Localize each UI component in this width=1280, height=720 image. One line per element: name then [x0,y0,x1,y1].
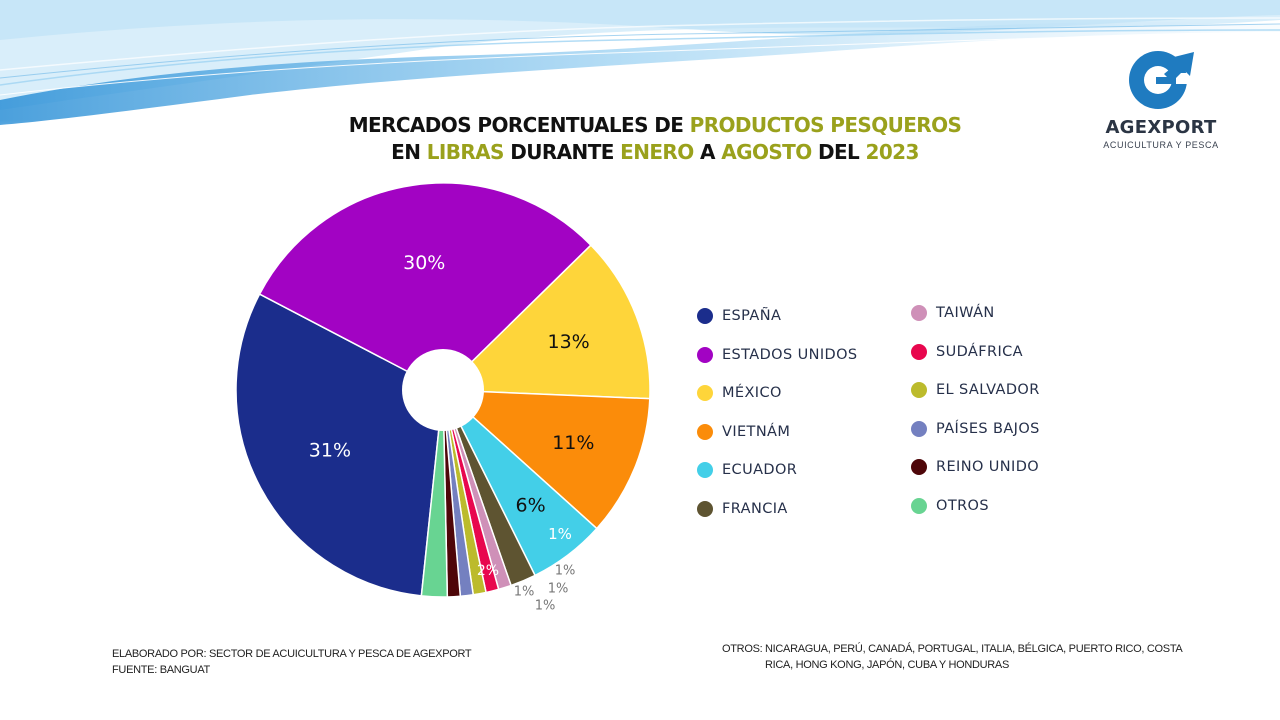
legend-swatch [911,498,927,514]
pie-slice-vietn-m [440,389,651,530]
slice-label: 13% [547,331,589,353]
title-line-1: MERCADOS PORCENTUALES DE PRODUCTOS PESQU… [290,112,1020,139]
legend-swatch [911,343,927,360]
logo-name: AGEXPORT [1105,117,1217,138]
legend-item: ESTADOS UNIDOS [697,345,858,365]
title-segment: AGOSTO [721,140,812,164]
legend-item: SUDÁFRICA [911,342,1023,362]
title-segment: PRODUCTOS PESQUEROS [689,113,962,137]
title-segment: 2023 [865,140,920,164]
legend-item: MÉXICO [697,383,782,403]
legend-swatch [697,385,713,402]
slice-label: 30% [403,252,445,274]
legend-label: REINO UNIDO [936,459,1040,476]
legend-item: REINO UNIDO [911,457,1039,477]
donut-hole [402,349,484,431]
slice-label: 11% [552,432,594,454]
legend-item: OTROS [911,496,989,516]
footer-fuente: FUENTE: BANGUAT [112,664,210,676]
legend-item: VIETNÁM [697,422,790,442]
legend-swatch [697,462,713,479]
pie-slice-otros [420,389,449,598]
slice-label: 1% [535,599,556,614]
agexport-logo-icon [1129,51,1194,109]
title-segment: DEL [811,140,866,164]
legend-item: PAÍSES BAJOS [911,419,1040,439]
legend-label: SUDÁFRICA [936,343,1023,360]
footer-otros-label: OTROS: [722,643,763,655]
title-segment: A [693,140,722,164]
pie-slice-m-xico [441,244,651,400]
slice-label: 1% [555,564,576,579]
legend-label: TAIWÁN [936,305,995,321]
footer-otros-list: NICARAGUA, PERÚ, CANADÁ, PORTUGAL, ITALI… [765,643,1182,671]
slice-label: 2% [477,563,499,579]
legend-swatch [697,308,713,324]
legend-item: EL SALVADOR [911,380,1040,400]
legend-label: PAÍSES BAJOS [936,420,1040,437]
pie-slice-espa-a [235,293,444,597]
slice-label: 1% [548,582,569,597]
legend-label: ESTADOS UNIDOS [722,346,858,363]
legend-swatch [911,459,927,476]
title-segment: EN [391,140,427,164]
legend-label: OTROS [936,498,989,514]
slice-label: 6% [516,494,546,516]
legend-swatch [911,420,927,437]
logo-subtitle: ACUICULTURA Y PESCA [1103,140,1219,150]
legend-label: MÉXICO [722,385,782,402]
legend-swatch [697,501,713,517]
title-segment: MERCADOS PORCENTUALES DE [348,113,690,137]
pie-slice-estados-unidos [258,182,592,391]
legend-swatch [697,423,713,440]
legend-item: TAIWÁN [911,303,995,323]
legend-item: ESPAÑA [697,306,781,326]
slice-label: 1% [548,525,572,543]
chart-title: MERCADOS PORCENTUALES DE PRODUCTOS PESQU… [290,112,1020,166]
legend-label: EL SALVADOR [936,382,1040,399]
slice-label: 31% [309,440,351,462]
legend-label: ECUADOR [722,462,798,479]
legend-swatch [697,346,713,363]
footer-credits: ELABORADO POR: SECTOR DE ACUICULTURA Y P… [112,646,472,678]
title-segment: ENERO [620,140,694,164]
title-segment: DURANTE [503,140,621,164]
background-wave [0,0,1280,200]
legend-item: ECUADOR [697,460,797,480]
legend-label: VIETNÁM [722,423,791,440]
legend-label: FRANCIA [722,501,788,517]
legend-swatch [911,305,927,321]
slice-label: 1% [514,585,535,600]
title-line-2: EN LIBRAS DURANTE ENERO A AGOSTO DEL 202… [290,139,1020,166]
title-segment: LIBRAS [426,140,505,164]
legend-label: ESPAÑA [722,308,782,324]
legend-swatch [911,382,927,399]
footer-elaborado: ELABORADO POR: SECTOR DE ACUICULTURA Y P… [112,648,472,660]
legend-item: FRANCIA [697,499,788,519]
